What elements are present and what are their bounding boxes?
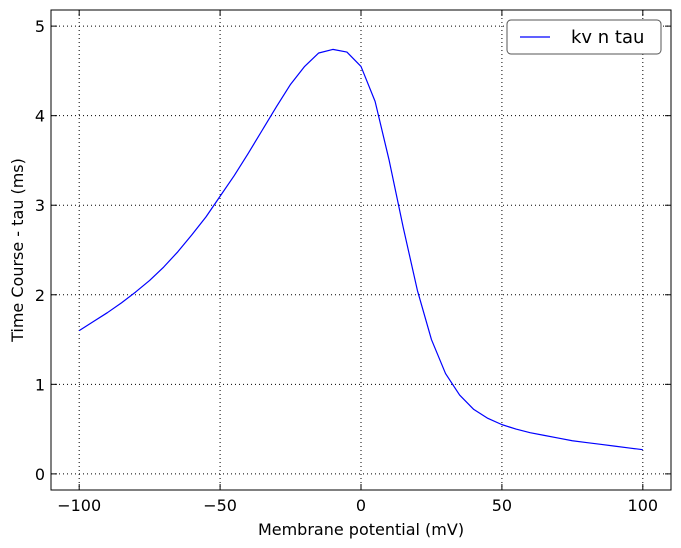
y-tick-label: 1 bbox=[35, 375, 45, 394]
y-tick-label: 3 bbox=[35, 196, 45, 215]
y-tick-label: 2 bbox=[35, 286, 45, 305]
x-tick-label: 100 bbox=[628, 496, 659, 515]
y-axis-label: Time Course - tau (ms) bbox=[8, 158, 27, 343]
legend: kv n tau bbox=[506, 19, 662, 55]
plot-area bbox=[78, 48, 643, 451]
legend-box bbox=[506, 19, 662, 55]
x-tick-label: 50 bbox=[492, 496, 512, 515]
x-tick-label: −100 bbox=[57, 496, 101, 515]
legend-entry-label: kv n tau bbox=[571, 27, 644, 48]
x-tick-label: 0 bbox=[356, 496, 366, 515]
y-tick-label: 4 bbox=[35, 107, 45, 126]
x-tick-label: −50 bbox=[203, 496, 237, 515]
ticks: −100 −50 0 50 100 0 1 2 3 4 5 bbox=[35, 10, 671, 515]
series-line bbox=[78, 48, 643, 451]
x-axis-label: Membrane potential (mV) bbox=[258, 520, 464, 539]
y-tick-label: 0 bbox=[35, 465, 45, 484]
y-tick-label: 5 bbox=[35, 17, 45, 36]
